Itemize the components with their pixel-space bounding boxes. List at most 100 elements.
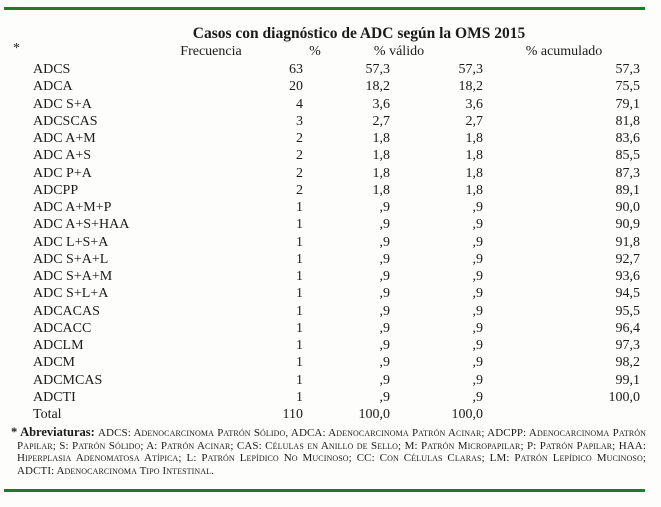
row-value: 18,2 (458, 79, 484, 95)
row-value: 2,7 (465, 113, 484, 129)
row-label: ADCM (33, 355, 76, 371)
row-value: ,9 (472, 286, 484, 302)
row-value: 97,3 (615, 338, 641, 353)
table-row: ADC S+L+A 1 ,9 ,9 94,5 (0, 285, 640, 302)
row-value: ,9 (379, 320, 391, 336)
row-value: 1,8 (465, 165, 484, 181)
row-value: ,9 (472, 338, 484, 353)
row-value: 2,7 (372, 113, 391, 129)
footnote: * Abreviaturas: ADCS: Adenocarcinoma Pat… (11, 426, 647, 477)
table-row: ADCSCAS 3 2,7 2,7 81,8 (0, 113, 640, 130)
table-row: ADCA 20 18,2 18,2 75,5 (0, 78, 640, 95)
row-value: 1 (296, 286, 303, 302)
row-label: ADCACAS (33, 303, 100, 319)
row-value: 83,6 (615, 131, 641, 146)
table-row: Total 110 100,0 100,0 (0, 406, 640, 423)
row-value: 1,8 (372, 165, 391, 181)
row-label: ADCTI (33, 389, 76, 405)
row-value: 2 (296, 131, 303, 146)
row-label: ADC A+S (33, 148, 92, 164)
table-row: ADCMCAS 1 ,9 ,9 99,1 (0, 372, 640, 389)
row-value: 90,0 (615, 200, 641, 215)
row-value: ,9 (379, 217, 391, 233)
row-value: 1 (296, 320, 303, 336)
row-label: Total (33, 407, 62, 422)
row-value: ,9 (379, 338, 391, 353)
column-header-frecuencia: Frecuencia (180, 44, 242, 59)
table-row: ADCS 63 57,3 57,3 57,3 (0, 61, 640, 78)
row-value: ,9 (379, 372, 391, 388)
row-value: ,9 (379, 303, 391, 319)
footnote-label: * Abreviaturas: (11, 425, 95, 439)
row-value: 1 (296, 217, 303, 233)
row-value: ,9 (472, 217, 484, 233)
row-value: 79,1 (615, 96, 641, 112)
row-value: ,9 (379, 389, 391, 405)
row-value: 1 (296, 303, 303, 319)
footnote-text: ADCS: Adenocarcinoma Patrón Sólido, ADCA… (17, 427, 647, 477)
row-value: 2 (296, 182, 303, 198)
row-value: 3 (296, 113, 303, 129)
row-value: ,9 (379, 269, 391, 284)
row-label: ADC S+A (33, 96, 92, 112)
table-row: ADC A+M 2 1,8 1,8 83,6 (0, 130, 640, 147)
row-label: ADC A+M+P (33, 200, 112, 215)
row-value: ,9 (472, 355, 484, 371)
table-row: ADC L+S+A 1 ,9 ,9 91,8 (0, 234, 640, 251)
column-header-percent-acumulado: % acumulado (525, 44, 603, 59)
row-value: 1 (296, 338, 303, 353)
table-row: ADCACC 1 ,9 ,9 96,4 (0, 320, 640, 337)
row-value: 91,8 (615, 234, 641, 250)
table-row: ADC S+A+M 1 ,9 ,9 93,6 (0, 268, 640, 285)
row-value: 20 (289, 79, 303, 95)
table-row: ADCLM 1 ,9 ,9 97,3 (0, 337, 640, 354)
row-value: 81,8 (615, 113, 641, 129)
row-value (483, 406, 640, 423)
row-value: 110 (282, 407, 303, 422)
row-value: 89,1 (615, 182, 641, 198)
row-value: 4 (296, 96, 303, 112)
row-value: 1,8 (465, 182, 484, 198)
row-value: 87,3 (615, 165, 641, 181)
row-value: 1,8 (372, 182, 391, 198)
row-value: ,9 (472, 372, 484, 388)
row-label: ADC S+L+A (33, 286, 109, 302)
row-label: ADCA (33, 79, 73, 95)
row-value: 18,2 (365, 79, 391, 95)
row-label: ADC A+M (33, 131, 96, 146)
row-value: 57,3 (365, 62, 391, 77)
row-value: 92,7 (615, 251, 641, 267)
table-row: ADC S+A 4 3,6 3,6 79,1 (0, 96, 640, 113)
table-row: ADC P+A 2 1,8 1,8 87,3 (0, 165, 640, 182)
bottom-rule (4, 489, 645, 492)
table-row: ADCTI 1 ,9 ,9 100,0 (0, 389, 640, 406)
table-row: ADC A+M+P 1 ,9 ,9 90,0 (0, 199, 640, 216)
row-value: ,9 (472, 303, 484, 319)
row-value: 57,3 (615, 62, 641, 77)
row-label: ADCSCAS (33, 113, 98, 129)
row-value: 1 (296, 200, 303, 215)
row-value: ,9 (379, 200, 391, 215)
row-label: ADC L+S+A (33, 234, 109, 250)
row-value: 3,6 (465, 96, 484, 112)
row-value: 1 (296, 389, 303, 405)
row-value: ,9 (472, 251, 484, 267)
row-value: 100,0 (608, 389, 641, 405)
row-value: 96,4 (615, 320, 641, 336)
table-row: ADC A+S+HAA 1 ,9 ,9 90,9 (0, 216, 640, 233)
row-value: 1,8 (465, 148, 484, 164)
row-label: ADC P+A (33, 165, 92, 181)
table-row: ADCPP 2 1,8 1,8 89,1 (0, 182, 640, 199)
row-value: 98,2 (615, 355, 641, 371)
row-value: 57,3 (458, 62, 484, 77)
row-value: 1 (296, 234, 303, 250)
row-label: ADC S+A+L (33, 251, 109, 267)
row-value: 1 (296, 372, 303, 388)
row-label: ADCLM (33, 338, 84, 353)
row-value: 94,5 (615, 286, 641, 302)
row-label: ADCMCAS (33, 372, 103, 388)
row-value: 63 (289, 62, 303, 77)
row-value: 1 (296, 355, 303, 371)
row-value: 1,8 (372, 148, 391, 164)
table-body: ADCS 63 57,3 57,3 57,3 ADCA 20 18,2 18,2 75,5 ADC … (0, 61, 640, 423)
